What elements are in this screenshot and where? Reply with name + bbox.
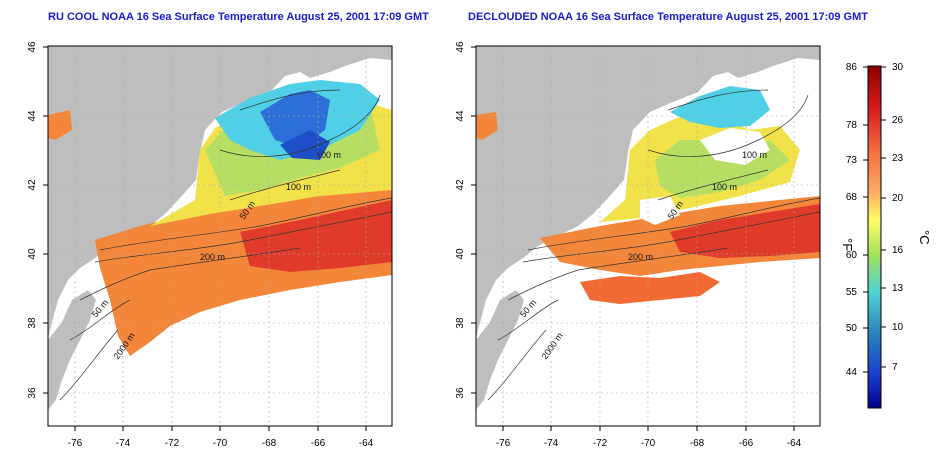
fahrenheit-tick: 44 [846, 367, 858, 378]
fahrenheit-tick: 55 [846, 287, 858, 298]
land-mass [476, 46, 820, 340]
lat-tick: 40 [27, 248, 38, 260]
contour-label: 200 m [628, 252, 653, 262]
fahrenheit-tick: 73 [846, 155, 858, 166]
land-mass [48, 46, 392, 340]
contour-label: 100 m [316, 150, 341, 160]
sst-blue-patch [280, 130, 330, 160]
lon-tick: -72 [165, 438, 180, 449]
map-title-left: RU COOL NOAA 16 Sea Surface Temperature … [48, 11, 429, 23]
sst-orange-patch [48, 110, 72, 140]
lat-tick: 36 [455, 387, 466, 399]
fahrenheit-tick: 68 [846, 192, 858, 203]
fahrenheit-tick: 78 [846, 120, 858, 131]
lon-tick: -76 [68, 438, 83, 449]
sst-cyan-region [670, 86, 770, 128]
lat-tick: 36 [27, 387, 38, 399]
sst-red-region [670, 204, 820, 258]
contour-label: 100 m [742, 150, 767, 160]
lon-tick: -72 [593, 438, 608, 449]
sst-orange-patch [580, 272, 720, 304]
contour-label: 100 m [712, 182, 737, 192]
map-title-right: DECLOUDED NOAA 16 Sea Surface Temperatur… [468, 11, 868, 23]
lon-tick: -74 [116, 438, 131, 449]
fahrenheit-unit-label: °F [840, 238, 855, 251]
celsius-tick: 30 [892, 62, 904, 73]
cloud-masked-area [700, 128, 770, 165]
contour-label: 100 m [286, 182, 311, 192]
bathymetry-contours [59, 89, 392, 401]
fahrenheit-tick: 60 [846, 250, 858, 261]
celsius-tick: 10 [892, 322, 904, 333]
graticule [48, 46, 392, 426]
lon-tick: -74 [544, 438, 559, 449]
celsius-tick: 7 [892, 362, 898, 373]
lat-tick: 44 [27, 110, 38, 122]
map-right: 100 m 100 m 50 m 200 m 50 m 2000 m [455, 41, 821, 449]
lon-tick: -68 [262, 438, 277, 449]
lat-tick: 40 [455, 248, 466, 260]
fahrenheit-tick: 86 [846, 62, 858, 73]
lat-tick: 38 [27, 317, 38, 329]
celsius-tick: 13 [892, 283, 904, 294]
colorbar: 86 78 73 68 60 55 50 44 30 26 23 20 16 1… [840, 62, 932, 409]
lon-tick: -70 [213, 438, 228, 449]
lat-tick: 46 [455, 41, 466, 53]
lon-tick: -64 [787, 438, 802, 449]
delmarva-land [48, 290, 96, 410]
celsius-tick: 20 [892, 193, 904, 204]
lat-tick: 44 [455, 110, 466, 122]
contour-label: 200 m [200, 252, 225, 262]
lon-tick: -68 [690, 438, 705, 449]
map-left: 100 m 100 m 50 m 200 m 50 m 2000 m [27, 41, 393, 449]
lat-tick: 42 [27, 179, 38, 191]
celsius-tick: 26 [892, 115, 904, 126]
celsius-tick: 23 [892, 153, 904, 164]
fahrenheit-tick: 50 [846, 323, 858, 334]
bathymetry-contours [487, 89, 820, 401]
lon-tick: -76 [496, 438, 511, 449]
delmarva-land [476, 290, 524, 410]
lat-tick: 46 [27, 41, 38, 53]
lat-tick: 42 [455, 179, 466, 191]
cloud-masked-area [640, 196, 680, 225]
lon-tick: -70 [641, 438, 656, 449]
sst-orange-patch [476, 112, 498, 140]
graticule [476, 46, 820, 426]
celsius-tick: 16 [892, 245, 904, 256]
lon-tick: -66 [311, 438, 326, 449]
lat-tick: 38 [455, 317, 466, 329]
lon-tick: -64 [359, 438, 374, 449]
colorbar-scale [867, 65, 882, 409]
lon-tick: -66 [739, 438, 754, 449]
celsius-unit-label: °C [917, 230, 932, 245]
